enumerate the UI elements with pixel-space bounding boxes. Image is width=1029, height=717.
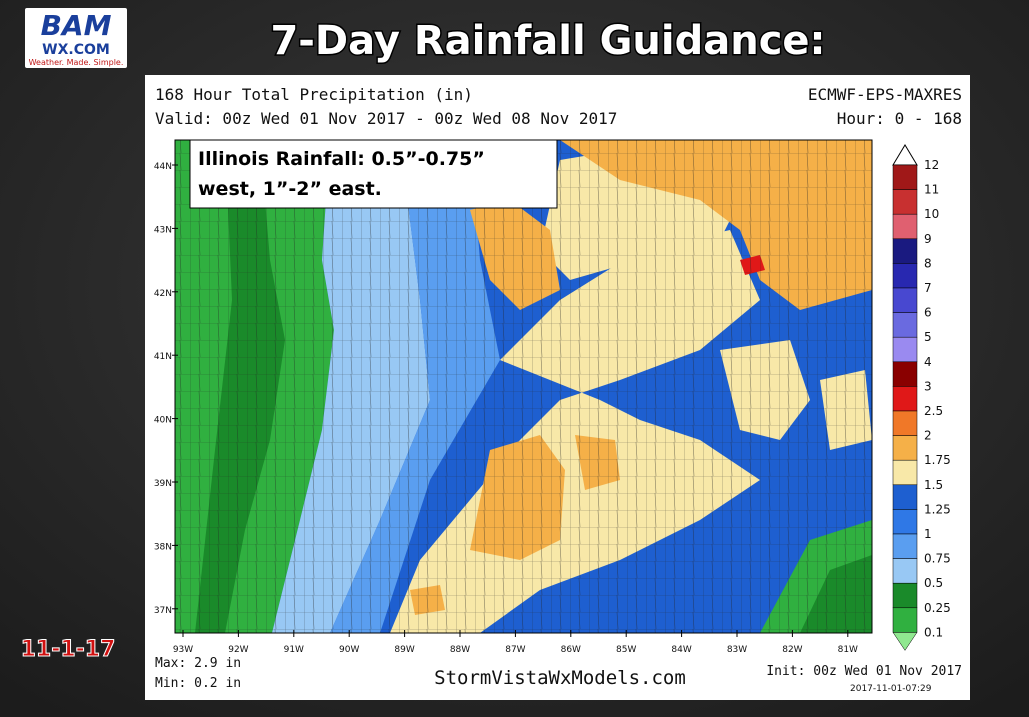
legend-label: 7	[924, 281, 932, 295]
hour-range: Hour: 0 - 168	[837, 109, 962, 128]
lat-label: 40N	[154, 416, 172, 426]
lat-label: 43N	[154, 225, 172, 235]
legend-label: 11	[924, 183, 939, 197]
logo-brand: BAM	[41, 9, 112, 42]
legend-label: 1	[924, 527, 932, 541]
lon-label: 88W	[450, 645, 470, 655]
map-axes: 44N 43N 42N 41N 40N 39N 38N 37N 93W 92W 91W 90W 89W 8…	[154, 162, 858, 655]
legend-swatch	[892, 189, 918, 215]
legend-label: 0.75	[924, 552, 951, 566]
lon-label: 85W	[616, 645, 636, 655]
lon-label: 93W	[173, 645, 193, 655]
source: StormVistaWxModels.com	[434, 667, 686, 689]
legend-swatch	[892, 410, 918, 436]
max-value: Max: 2.9 in	[155, 656, 241, 671]
legend-label: 0.5	[924, 576, 943, 590]
map	[174, 139, 873, 634]
legend-swatch	[892, 632, 918, 651]
lon-label: 86W	[561, 645, 581, 655]
legend-label: 0.1	[924, 625, 943, 639]
lon-label: 84W	[671, 645, 691, 655]
legend-label: 3	[924, 379, 932, 393]
lat-label: 44N	[154, 162, 172, 172]
timestamp: 2017-11-01-07:29	[850, 684, 932, 694]
min-value: Min: 0.2 in	[155, 676, 241, 691]
lat-label: 38N	[154, 542, 172, 552]
lon-label: 81W	[838, 645, 858, 655]
legend-label: 1.5	[924, 478, 943, 492]
legend-label: 10	[924, 207, 939, 221]
logo-site: WX.COM	[42, 42, 110, 58]
legend-swatch	[892, 484, 918, 510]
legend-swatch	[892, 558, 918, 584]
annotation-box: Illinois Rainfall: 0.5”-0.75” west, 1”-2…	[189, 139, 558, 209]
legend-swatch	[892, 213, 918, 240]
init-time: Init: 00z Wed 01 Nov 2017	[766, 664, 962, 679]
legend-swatch	[892, 607, 918, 633]
lat-label: 37N	[154, 606, 172, 616]
lon-label: 87W	[505, 645, 525, 655]
lon-label: 91W	[284, 645, 304, 655]
lon-label: 92W	[228, 645, 248, 655]
logo: BAM WX.COM Weather. Made. Simple.	[25, 8, 127, 68]
legend-swatch	[892, 533, 918, 559]
legend-label: 4	[924, 355, 932, 369]
legend-label: 1.25	[924, 502, 951, 516]
legend-swatch	[892, 238, 918, 264]
legend-swatch	[892, 164, 918, 190]
date-stamp: 11-1-17	[21, 637, 116, 662]
legend-swatch	[892, 287, 918, 313]
legend-swatch	[892, 312, 918, 338]
color-legend: 12 11 10 9 8 7 6 5 4 3 2.5 2 1.75 1.5 1.25 1 0.75 0.5 0.25…	[892, 144, 951, 651]
legend-label: 2	[924, 429, 932, 443]
lat-label: 42N	[154, 289, 172, 299]
legend-label: 8	[924, 256, 932, 270]
model: ECMWF-EPS-MAXRES	[808, 85, 962, 104]
lon-label: 89W	[394, 645, 414, 655]
product: 168 Hour Total Precipitation (in)	[155, 85, 473, 104]
legend-swatch	[892, 582, 918, 609]
legend-swatch	[892, 361, 918, 387]
legend-label: 6	[924, 306, 932, 320]
legend-swatch	[892, 459, 918, 486]
legend-label: 2.5	[924, 404, 943, 418]
legend-swatch	[892, 386, 918, 412]
lon-label: 90W	[339, 645, 359, 655]
annotation-line: Illinois Rainfall: 0.5”-0.75”	[198, 148, 485, 170]
slide-title: 7-Day Rainfall Guidance:	[270, 18, 825, 64]
legend-label: 9	[924, 232, 932, 246]
legend-label: 12	[924, 158, 939, 172]
valid-time: Valid: 00z Wed 01 Nov 2017 - 00z Wed 08 …	[155, 109, 617, 128]
lon-label: 82W	[782, 645, 802, 655]
legend-swatch	[892, 509, 918, 535]
legend-swatch	[892, 263, 918, 289]
annotation-line: west, 1”-2” east.	[198, 178, 382, 200]
legend-label: 0.25	[924, 601, 951, 615]
lon-label: 83W	[727, 645, 747, 655]
legend-label: 1.75	[924, 453, 951, 467]
legend-label: 5	[924, 330, 932, 344]
legend-swatch	[892, 435, 918, 461]
lat-label: 39N	[154, 479, 172, 489]
legend-swatch	[892, 336, 918, 363]
lat-label: 41N	[154, 352, 172, 362]
logo-tagline: Weather. Made. Simple.	[29, 58, 124, 67]
